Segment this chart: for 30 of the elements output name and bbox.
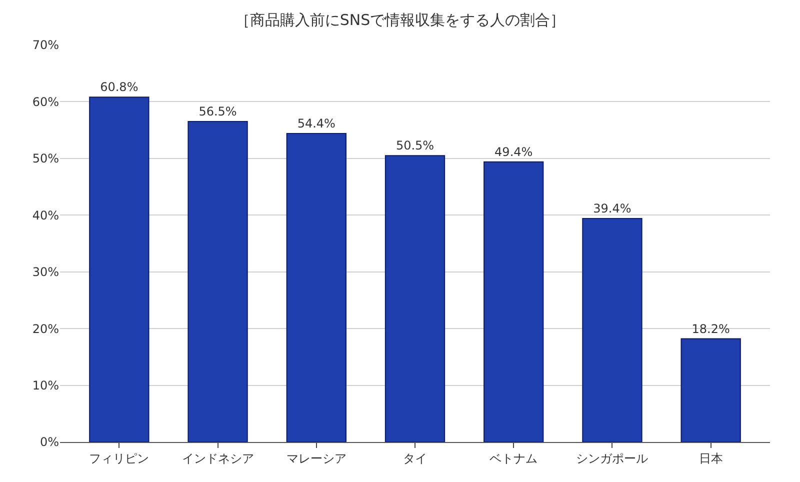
y-tick-label: 10%	[32, 378, 59, 392]
y-tick-label: 30%	[32, 265, 59, 280]
x-tick-label: タイ	[403, 451, 427, 466]
data-label: 56.5%	[198, 104, 237, 119]
bar	[89, 96, 150, 442]
data-label: 49.4%	[494, 144, 533, 159]
bar	[384, 155, 446, 442]
bar	[680, 338, 741, 442]
bar	[286, 132, 346, 442]
data-label: 50.5%	[396, 138, 434, 153]
y-tick-label: 70%	[32, 38, 59, 52]
x-tick-label: 日本	[698, 451, 723, 466]
y-tick-label: 50%	[32, 152, 59, 166]
data-label: 60.8%	[100, 80, 138, 94]
bar	[484, 161, 544, 442]
bar	[188, 121, 248, 442]
y-tick-label: 0%	[40, 435, 59, 450]
y-tick-label: 60%	[32, 94, 59, 109]
y-tick-label: 20%	[32, 322, 59, 336]
chart-title: ［商品購入前にSNSで情報収集をする人の割合］	[234, 10, 566, 29]
x-tick-label: ベトナム	[490, 451, 538, 466]
data-label: 18.2%	[692, 322, 730, 336]
x-tick-label: フィリピン	[89, 451, 150, 466]
y-tick-label: 40%	[32, 208, 59, 222]
bar	[582, 218, 642, 442]
data-label: 39.4%	[593, 202, 632, 216]
x-tick-label: シンガポール	[576, 451, 648, 466]
x-tick-label: マレーシア	[286, 451, 346, 466]
x-tick-label: インドネシア	[182, 451, 254, 466]
data-label: 54.4%	[297, 116, 336, 130]
